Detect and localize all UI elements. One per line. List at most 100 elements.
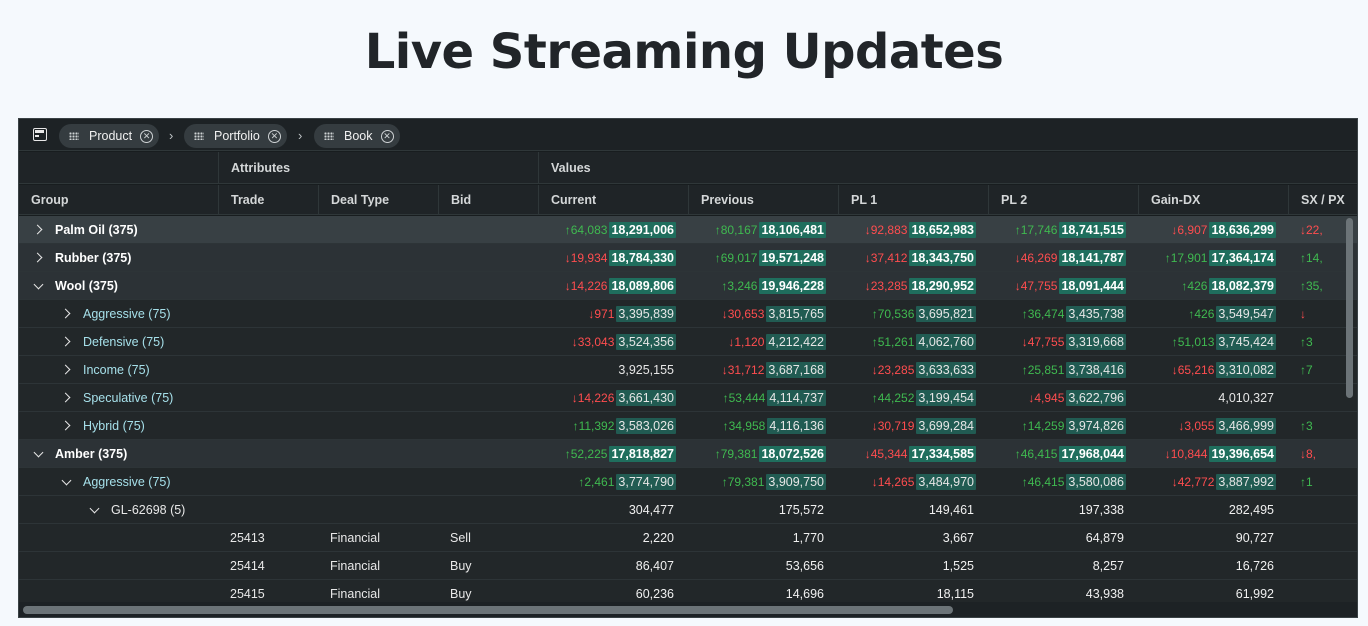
column-header-pl-2[interactable]: PL 2 [988,185,1138,214]
remove-icon[interactable]: ✕ [140,129,154,143]
value-cell: ↓46,269 18,141,787 [988,244,1126,272]
group-row[interactable]: Rubber (375) ↓19,934 18,784,330 ↑69,017 19,5… [19,244,1357,272]
cell-value: 3,319,668 [1066,334,1126,350]
change-indicator: ↑34,958 [722,419,766,433]
vertical-scrollbar[interactable] [1346,218,1353,598]
column-header-pl-1[interactable]: PL 1 [838,185,988,214]
chevron-down-icon[interactable] [33,281,43,291]
change-indicator: ↓14,226 [564,279,608,293]
header-group-values[interactable]: Values [538,152,1357,183]
change-indicator: ↓47,755 [1014,279,1058,293]
chevron-right-icon[interactable] [61,421,71,431]
group-cell[interactable]: Rubber (375) [33,244,131,272]
cell-value: 18,784,330 [609,250,676,266]
cell-value: 61,992 [1235,587,1274,601]
cell-value: 60,236 [635,587,674,601]
group-row[interactable]: Amber (375) ↑52,225 17,818,827 ↑79,381 18,07… [19,440,1357,468]
cell-value: 3,524,356 [616,334,676,350]
value-cell: 3,667 [838,524,976,552]
scroll-thumb[interactable] [1346,218,1353,398]
value-cell: ↑80,167 18,106,481 [688,216,826,244]
row-group-panel: Product ✕ › Portfolio ✕ › Book ✕ [19,119,1357,151]
cell-value: 4,062,760 [916,334,976,350]
scroll-thumb[interactable] [23,606,953,614]
value-cell: ↓42,772 3,887,992 [1138,468,1276,496]
group-cell[interactable]: Wool (375) [33,272,118,300]
group-row[interactable]: Hybrid (75) ↑11,392 3,583,026 ↑34,958 4,116,… [19,412,1357,440]
table-row[interactable]: 25414 Financial Buy 86,407 53,656 1,525 8,257 1… [19,552,1357,580]
column-header-deal-type[interactable]: Deal Type [318,185,438,214]
column-header-previous[interactable]: Previous [688,185,838,214]
cell-value: 19,571,248 [759,250,826,266]
chevron-down-icon[interactable] [33,449,43,459]
column-header-gain-dx[interactable]: Gain-DX [1138,185,1288,214]
group-cell[interactable]: Income (75) [61,356,150,384]
change-indicator: ↓23,285 [871,363,915,377]
chevron-down-icon[interactable] [89,505,99,515]
group-label: Income (75) [83,363,150,377]
chevron-right-icon[interactable] [61,393,71,403]
group-row[interactable]: Income (75) 3,925,155 ↓31,712 3,687,168 ↓23,… [19,356,1357,384]
cell-deal-type: Financial [330,559,381,573]
column-header-sx-px[interactable]: SX / PX [1288,185,1357,214]
cell-value: 17,364,174 [1209,250,1276,266]
value-cell: 4,010,327 [1138,384,1276,412]
chevron-right-icon[interactable] [33,253,43,263]
group-cell[interactable]: GL-62698 (5) [89,496,185,524]
cell-value: 304,477 [628,503,674,517]
chevron-right-icon[interactable] [61,365,71,375]
chevron-right-icon[interactable] [33,225,43,235]
group-row[interactable]: Wool (375) ↓14,226 18,089,806 ↑3,246 19,946,… [19,272,1357,300]
value-cell: ↑79,381 18,072,526 [688,440,826,468]
group-label: Wool (375) [55,279,118,293]
cell-value: 8,257 [1092,559,1124,573]
change-indicator: ↑36,474 [1021,307,1065,321]
group-cell[interactable]: Aggressive (75) [61,468,171,496]
column-header-bid[interactable]: Bid [438,185,538,214]
group-cell[interactable]: Palm Oil (375) [33,216,138,244]
group-chip-book[interactable]: Book ✕ [314,124,400,148]
change-indicator: ↓1,120 [728,335,765,349]
change-indicator: ↑46,415 [1021,475,1065,489]
change-indicator: ↓45,344 [864,447,908,461]
drag-handle-icon[interactable] [324,132,334,140]
group-row[interactable]: Defensive (75) ↓33,043 3,524,356 ↓1,120 4,21… [19,328,1357,356]
drag-handle-icon[interactable] [194,132,204,140]
value-cell: 1,770 [688,524,826,552]
group-cell[interactable]: Hybrid (75) [61,412,145,440]
value-cell: ↑34,958 4,116,136 [688,412,826,440]
group-chip-portfolio[interactable]: Portfolio ✕ [184,124,287,148]
cell-value: 17,334,585 [909,446,976,462]
chevron-down-icon[interactable] [61,477,71,487]
remove-icon[interactable]: ✕ [380,129,394,143]
chevron-right-icon[interactable] [61,337,71,347]
change-indicator: ↑79,381 [714,447,758,461]
header-group-attributes[interactable]: Attributes [218,152,538,183]
drag-handle-icon[interactable] [69,132,79,140]
cell-value: 18,072,526 [759,446,826,462]
value-cell: 1,525 [838,552,976,580]
group-row[interactable]: GL-62698 (5) 304,477 175,572 149,461 197,338… [19,496,1357,524]
group-cell[interactable]: Speculative (75) [61,384,173,412]
group-row[interactable]: Palm Oil (375) ↑64,083 18,291,006 ↑80,167 18… [19,216,1357,244]
column-header-group[interactable]: Group [31,192,69,207]
group-row[interactable]: Aggressive (75) ↓971 3,395,839 ↓30,653 3,815… [19,300,1357,328]
cell-value: 18,636,299 [1209,222,1276,238]
column-header-trade[interactable]: Trade [218,185,318,214]
table-row[interactable]: 25413 Financial Sell 2,220 1,770 3,667 64,879 9… [19,524,1357,552]
column-header-current[interactable]: Current [538,185,688,214]
change-indicator: ↑2,461 [578,475,615,489]
remove-icon[interactable]: ✕ [267,129,281,143]
table-row[interactable]: 25415 Financial Buy 60,236 14,696 18,115 43,93… [19,580,1357,602]
group-cell[interactable]: Aggressive (75) [61,300,171,328]
change-indicator: ↓4,945 [1028,391,1065,405]
group-row[interactable]: Speculative (75) ↓14,226 3,661,430 ↑53,444 4… [19,384,1357,412]
group-chip-product[interactable]: Product ✕ [59,124,160,148]
change-indicator: ↓10,844 [1164,447,1208,461]
horizontal-scrollbar[interactable] [19,602,1357,617]
group-row[interactable]: Aggressive (75) ↑2,461 3,774,790 ↑79,381 3,9… [19,468,1357,496]
group-chip-label: Product [89,129,133,143]
chevron-right-icon[interactable] [61,309,71,319]
group-cell[interactable]: Amber (375) [33,440,127,468]
group-cell[interactable]: Defensive (75) [61,328,164,356]
